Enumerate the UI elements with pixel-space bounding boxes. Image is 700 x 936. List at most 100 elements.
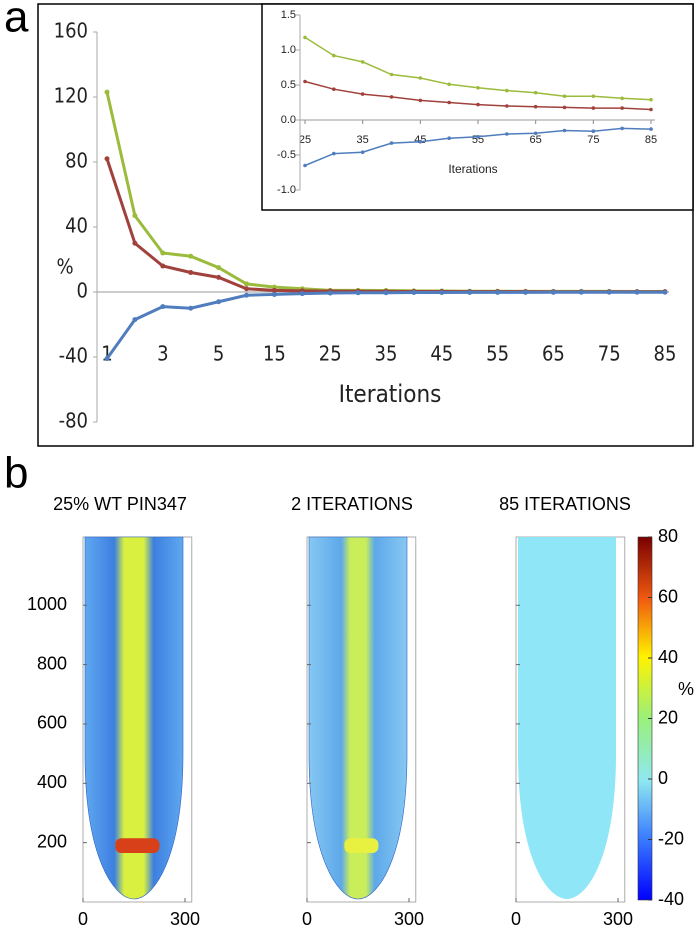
series-point [620,126,624,131]
y-tick-label: 1.5 [281,9,296,21]
series-point [476,86,480,90]
x-tick-label: 75 [598,342,621,366]
series-point [216,274,222,280]
series-point [476,102,480,107]
series-point [188,270,194,275]
series-point [634,289,640,295]
series-point [216,265,222,271]
y-tick-label: -0.5 [277,149,296,161]
series-point [591,129,596,133]
series-point [383,290,389,296]
x-tick-label: 85 [645,134,657,146]
series-point [188,305,194,311]
series-point [505,88,509,93]
x-tick-label: 300 [603,909,633,929]
y-tick-label: 0 [77,279,88,303]
x-tick-label: 35 [375,342,398,366]
series-point [562,94,567,98]
series-point [620,106,624,110]
series-point [360,60,365,64]
panel-label: a [4,0,29,42]
series-point [360,150,365,154]
series-point [418,98,423,103]
series-point [439,290,445,296]
series-point [360,92,365,96]
series-point [447,136,451,140]
series-point [188,253,194,259]
heatmap-title: 25% WT PIN347 [53,494,187,514]
root-band [115,838,160,854]
series-point [533,104,538,109]
series-point [649,107,653,112]
series-point [389,141,394,145]
y-tick-label: 0.5 [281,79,296,91]
series-point [160,250,166,256]
y-tick-label: -80 [59,409,88,433]
colorbar-tick-label: 20 [658,707,678,727]
x-tick-label: 0 [511,909,521,929]
x-tick-label: 45 [430,342,453,366]
y-tick-label: 80 [65,149,88,173]
x-tick-label: 3 [157,342,168,366]
x-tick-label: 55 [486,342,509,366]
colorbar-tick-label: 60 [658,586,678,606]
heatmap-title: 2 ITERATIONS [291,494,413,514]
series-point [244,286,249,292]
y-tick-label: 1.0 [281,44,296,56]
inset-x-axis-label: Iterations [448,162,497,176]
y-axis-label: % [56,255,73,279]
series-point [303,79,307,84]
y-tick-label: 200 [37,831,67,851]
root-image [518,537,616,899]
x-axis-label: Iterations [339,380,442,408]
series-point [244,281,249,287]
series-point [447,100,451,105]
colorbar-label: % [678,679,694,699]
y-tick-label: 1000 [27,594,67,614]
x-tick-label: 300 [170,909,200,929]
x-tick-label: 300 [394,909,424,929]
series-point [104,156,110,162]
series-point [411,290,417,296]
series-point [271,291,277,297]
x-tick-label: 35 [357,134,369,146]
root-band [344,838,379,854]
heatmap-title: 85 ITERATIONS [499,494,631,514]
x-tick-label: 85 [654,342,677,366]
x-tick-label: 75 [587,134,599,146]
series-point [505,132,509,136]
series-point [132,317,138,323]
y-tick-label: 400 [37,772,67,792]
series-point [299,291,305,297]
y-tick-label: 120 [54,84,88,108]
colorbar-tick-label: 0 [658,768,668,788]
series-point [355,290,361,296]
x-tick-label: 65 [542,342,565,366]
panel-label: b [4,449,28,498]
y-tick-label: 40 [65,214,88,238]
series-point [418,139,423,144]
y-tick-label: 600 [37,713,67,733]
x-tick-label: 5 [213,342,224,366]
y-tick-label: 0.0 [281,114,296,126]
series-point [160,263,166,269]
series-point [533,131,538,136]
series-point [332,151,336,156]
series-point [523,289,528,295]
colorbar-tick-label: 80 [658,526,678,546]
series-point [562,128,567,133]
y-tick-label: 160 [54,19,88,43]
y-tick-label: -40 [59,344,88,368]
series-point [132,213,138,219]
series-point [271,287,277,293]
series-point [476,135,480,139]
y-tick-label: 800 [37,653,67,673]
series-point [389,95,394,99]
series-point [332,53,336,58]
series-point [244,292,249,298]
series-point [606,289,612,295]
series-point [467,289,473,295]
series-point [550,289,556,295]
colorbar-tick-label: -20 [658,828,684,848]
